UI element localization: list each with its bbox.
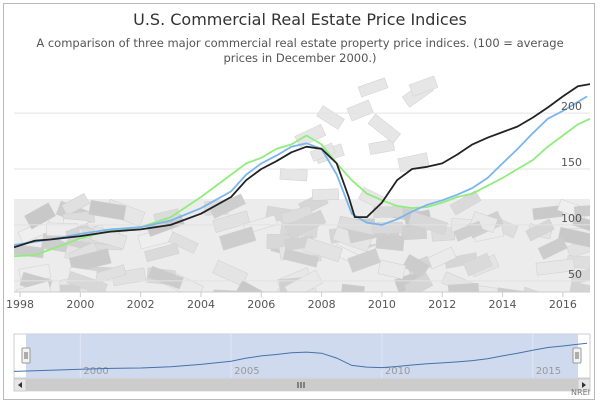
banknote bbox=[15, 280, 52, 292]
banknote bbox=[68, 248, 112, 274]
x-tick-label: 2014 bbox=[489, 298, 517, 311]
banknote bbox=[346, 99, 374, 122]
y-tick-label: 200 bbox=[561, 100, 582, 113]
banknote bbox=[66, 271, 108, 292]
navigator-series-line bbox=[14, 342, 588, 372]
banknote bbox=[61, 193, 90, 216]
banknote bbox=[235, 279, 274, 292]
banknote bbox=[311, 188, 340, 201]
banknote bbox=[24, 202, 56, 230]
scrollbar-grip-icon bbox=[297, 382, 305, 388]
x-tick-label: 2010 bbox=[368, 298, 396, 311]
banknote bbox=[219, 226, 257, 251]
navigator-left-handle[interactable] bbox=[21, 347, 31, 364]
banknote bbox=[209, 193, 246, 219]
banknote bbox=[144, 242, 180, 263]
banknote bbox=[572, 215, 590, 233]
chart-subtitle: A comparison of three major commercial r… bbox=[36, 36, 564, 65]
banknote bbox=[403, 273, 434, 292]
series-group bbox=[14, 83, 590, 258]
scrollbar[interactable] bbox=[13, 378, 591, 392]
series-line-2[interactable] bbox=[14, 95, 588, 246]
navigator-right-handle[interactable] bbox=[572, 347, 582, 364]
navigator[interactable]: 2000 2005 2010 2015 bbox=[13, 333, 591, 379]
banknote bbox=[212, 210, 251, 233]
chart-svg: 50 100 150 200 1998 2000 2002 2004 2006 2008 2010… bbox=[6, 74, 591, 392]
chart-credit[interactable]: NREI bbox=[571, 388, 590, 397]
banknote bbox=[147, 265, 184, 290]
banknote bbox=[367, 113, 401, 144]
banknote bbox=[284, 209, 327, 240]
banknote bbox=[462, 252, 493, 277]
banknote bbox=[282, 248, 319, 268]
money-background-image bbox=[14, 75, 590, 292]
chart-title: U.S. Commercial Real Estate Price Indice… bbox=[133, 10, 467, 29]
banknote bbox=[375, 233, 405, 252]
navigator-mask[interactable] bbox=[26, 334, 578, 378]
banknote bbox=[168, 231, 199, 254]
banknote bbox=[347, 248, 381, 273]
y-tick-label: 150 bbox=[561, 156, 582, 169]
banknote bbox=[449, 190, 482, 216]
banknote bbox=[573, 203, 590, 218]
banknote bbox=[212, 289, 251, 292]
banknote bbox=[303, 237, 343, 263]
scroll-left-button[interactable] bbox=[13, 378, 27, 392]
y-tick-label: 50 bbox=[568, 268, 582, 281]
banknote bbox=[377, 259, 407, 280]
banknote bbox=[557, 226, 590, 249]
navigator-series bbox=[14, 342, 588, 372]
x-tick-label: 2008 bbox=[308, 298, 336, 311]
x-tick-label: 1998 bbox=[6, 298, 34, 311]
scrollbar-thumb[interactable] bbox=[26, 379, 578, 391]
navigator-tick-label: 2000 bbox=[83, 366, 108, 377]
y-axis-ticks: 50 100 150 200 bbox=[561, 100, 582, 281]
x-tick-label: 2016 bbox=[549, 298, 577, 311]
x-axis-ticks: 1998 2000 2002 2004 2006 2008 2010 2012 2014 2016 bbox=[6, 291, 590, 311]
banknote bbox=[340, 283, 365, 292]
banknote bbox=[535, 258, 575, 276]
banknote bbox=[316, 105, 345, 130]
series-line-1[interactable] bbox=[14, 83, 590, 249]
banknote bbox=[570, 264, 590, 285]
banknote bbox=[368, 139, 395, 155]
banknote bbox=[402, 253, 430, 279]
x-tick-label: 2006 bbox=[247, 298, 275, 311]
banknote bbox=[408, 211, 449, 236]
banknote bbox=[447, 282, 480, 292]
scroll-right-button[interactable] bbox=[577, 378, 591, 392]
banknote bbox=[453, 220, 484, 242]
navigator-tick-label: 2015 bbox=[536, 366, 561, 377]
banknote bbox=[279, 168, 308, 182]
chart-frame: U.S. Commercial Real Estate Price Indice… bbox=[3, 3, 595, 400]
grid-lines bbox=[14, 112, 590, 282]
plot-background bbox=[14, 74, 590, 292]
arrow-left-icon bbox=[18, 382, 22, 388]
arrow-right-icon bbox=[582, 382, 586, 388]
navigator-ticks: 2000 2005 2010 2015 bbox=[79, 334, 561, 378]
banknote bbox=[88, 199, 127, 221]
banknote bbox=[284, 269, 323, 292]
y-tick-label: 100 bbox=[561, 212, 582, 225]
series-line-3[interactable] bbox=[14, 117, 590, 258]
navigator-tick-label: 2010 bbox=[385, 366, 410, 377]
x-tick-label: 2000 bbox=[66, 298, 94, 311]
x-tick-label: 2004 bbox=[187, 298, 215, 311]
banknote bbox=[212, 259, 249, 287]
x-tick-label: 2002 bbox=[127, 298, 155, 311]
navigator-tick-label: 2005 bbox=[234, 366, 259, 377]
banknote bbox=[537, 236, 568, 260]
banknote bbox=[357, 77, 389, 98]
banknote bbox=[569, 281, 590, 292]
banknote bbox=[408, 75, 439, 97]
banknote bbox=[373, 206, 404, 218]
x-tick-label: 2012 bbox=[428, 298, 456, 311]
